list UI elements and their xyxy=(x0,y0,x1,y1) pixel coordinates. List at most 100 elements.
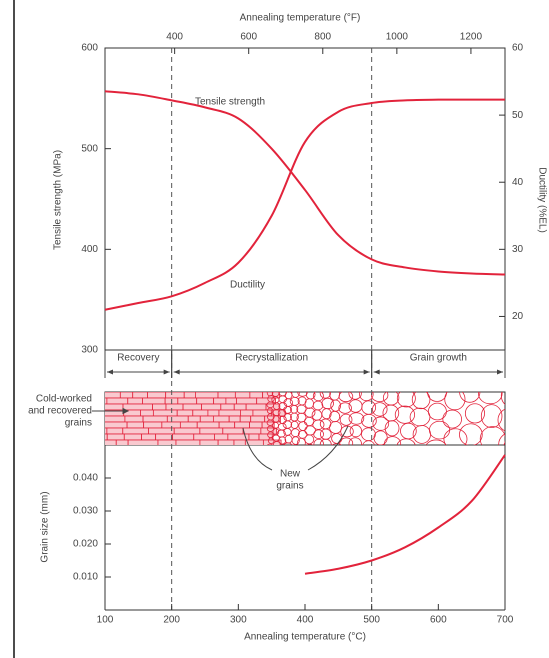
grain xyxy=(306,443,314,445)
series-label: Ductility xyxy=(230,280,265,291)
grain xyxy=(213,397,227,405)
y-tick-label: 0.020 xyxy=(73,539,98,550)
grain xyxy=(105,397,108,405)
left-axis-label: Tensile strength (MPa) xyxy=(53,150,64,250)
x-tick-label: 300 xyxy=(230,615,247,626)
grain xyxy=(283,442,293,445)
y-tick-label: 0.040 xyxy=(73,473,98,484)
grain xyxy=(319,392,331,399)
grain xyxy=(331,443,342,445)
y2-tick-label: 30 xyxy=(512,244,524,255)
grain xyxy=(396,438,416,445)
x-tick-label: 500 xyxy=(363,615,380,626)
upper-plot-frame xyxy=(104,47,506,351)
y2-tick-label: 50 xyxy=(512,110,524,121)
grain xyxy=(394,405,416,424)
grain xyxy=(199,415,214,423)
grain xyxy=(212,415,230,423)
grain xyxy=(173,427,201,435)
x-tick-label: 700 xyxy=(497,615,514,626)
grain xyxy=(319,438,332,445)
grain xyxy=(249,421,263,429)
grain xyxy=(291,436,300,445)
grain xyxy=(105,433,108,441)
grain xyxy=(297,392,308,397)
grain xyxy=(236,397,258,405)
grain xyxy=(172,433,195,441)
grain xyxy=(183,392,196,399)
grain xyxy=(245,403,267,411)
x2-tick-label: 1200 xyxy=(460,32,483,43)
grain xyxy=(339,437,354,445)
grain xyxy=(348,392,362,400)
grain xyxy=(106,397,129,405)
grain xyxy=(266,443,274,445)
grain xyxy=(313,429,324,440)
grain xyxy=(233,403,247,411)
grain xyxy=(240,409,254,417)
grain xyxy=(292,444,297,445)
grain xyxy=(443,428,468,445)
grain xyxy=(348,437,362,445)
grain xyxy=(427,402,447,421)
grain xyxy=(312,419,325,430)
y-tick-label: 500 xyxy=(81,143,98,154)
grain xyxy=(442,409,462,429)
grain xyxy=(297,438,306,445)
micro-label: New xyxy=(280,469,301,480)
y2-tick-label: 40 xyxy=(512,177,524,188)
grain xyxy=(372,402,388,417)
grain xyxy=(182,403,202,411)
grain xyxy=(362,440,376,445)
grain xyxy=(498,433,505,445)
grain xyxy=(313,438,324,445)
grain xyxy=(161,421,181,429)
grain xyxy=(106,433,125,441)
grain xyxy=(179,421,198,429)
y-tick-label: 0.010 xyxy=(73,572,98,583)
micro-label: and recovered xyxy=(28,406,92,417)
x-tick-label: 100 xyxy=(97,615,114,626)
grain xyxy=(196,421,220,429)
grain xyxy=(296,412,307,423)
bottom-axis-label: Annealing temperature (°C) xyxy=(244,632,366,643)
grain xyxy=(425,439,447,445)
x-tick-label: 400 xyxy=(297,615,314,626)
curve xyxy=(104,90,506,276)
grain xyxy=(459,423,483,445)
grain xyxy=(444,392,466,411)
grain xyxy=(497,408,505,432)
grain xyxy=(105,392,121,399)
grain xyxy=(249,392,264,399)
grain xyxy=(165,403,184,411)
grain xyxy=(218,421,236,429)
grain xyxy=(220,403,235,411)
curve xyxy=(304,454,506,575)
grain xyxy=(105,421,128,429)
grain xyxy=(279,443,286,445)
x2-tick-label: 800 xyxy=(314,32,331,43)
grain xyxy=(126,421,145,429)
grain xyxy=(239,415,252,423)
grain xyxy=(478,392,503,405)
grain xyxy=(479,426,505,445)
grain xyxy=(148,427,175,435)
y-tick-label: 0.030 xyxy=(73,506,98,517)
grain xyxy=(359,392,374,402)
grain xyxy=(152,403,167,411)
grain xyxy=(222,427,244,435)
x-tick-label: 600 xyxy=(430,615,447,626)
micro-label: Cold-worked xyxy=(36,394,92,405)
grain xyxy=(217,392,236,399)
grain xyxy=(127,397,143,405)
grain xyxy=(348,412,365,425)
grain xyxy=(370,392,389,403)
x2-tick-label: 1000 xyxy=(386,32,409,43)
grain xyxy=(258,433,273,441)
grain xyxy=(147,392,167,399)
grain xyxy=(141,433,157,441)
top-axis-label: Annealing temperature (°F) xyxy=(240,13,361,24)
grain xyxy=(396,392,416,408)
grain xyxy=(361,414,377,428)
